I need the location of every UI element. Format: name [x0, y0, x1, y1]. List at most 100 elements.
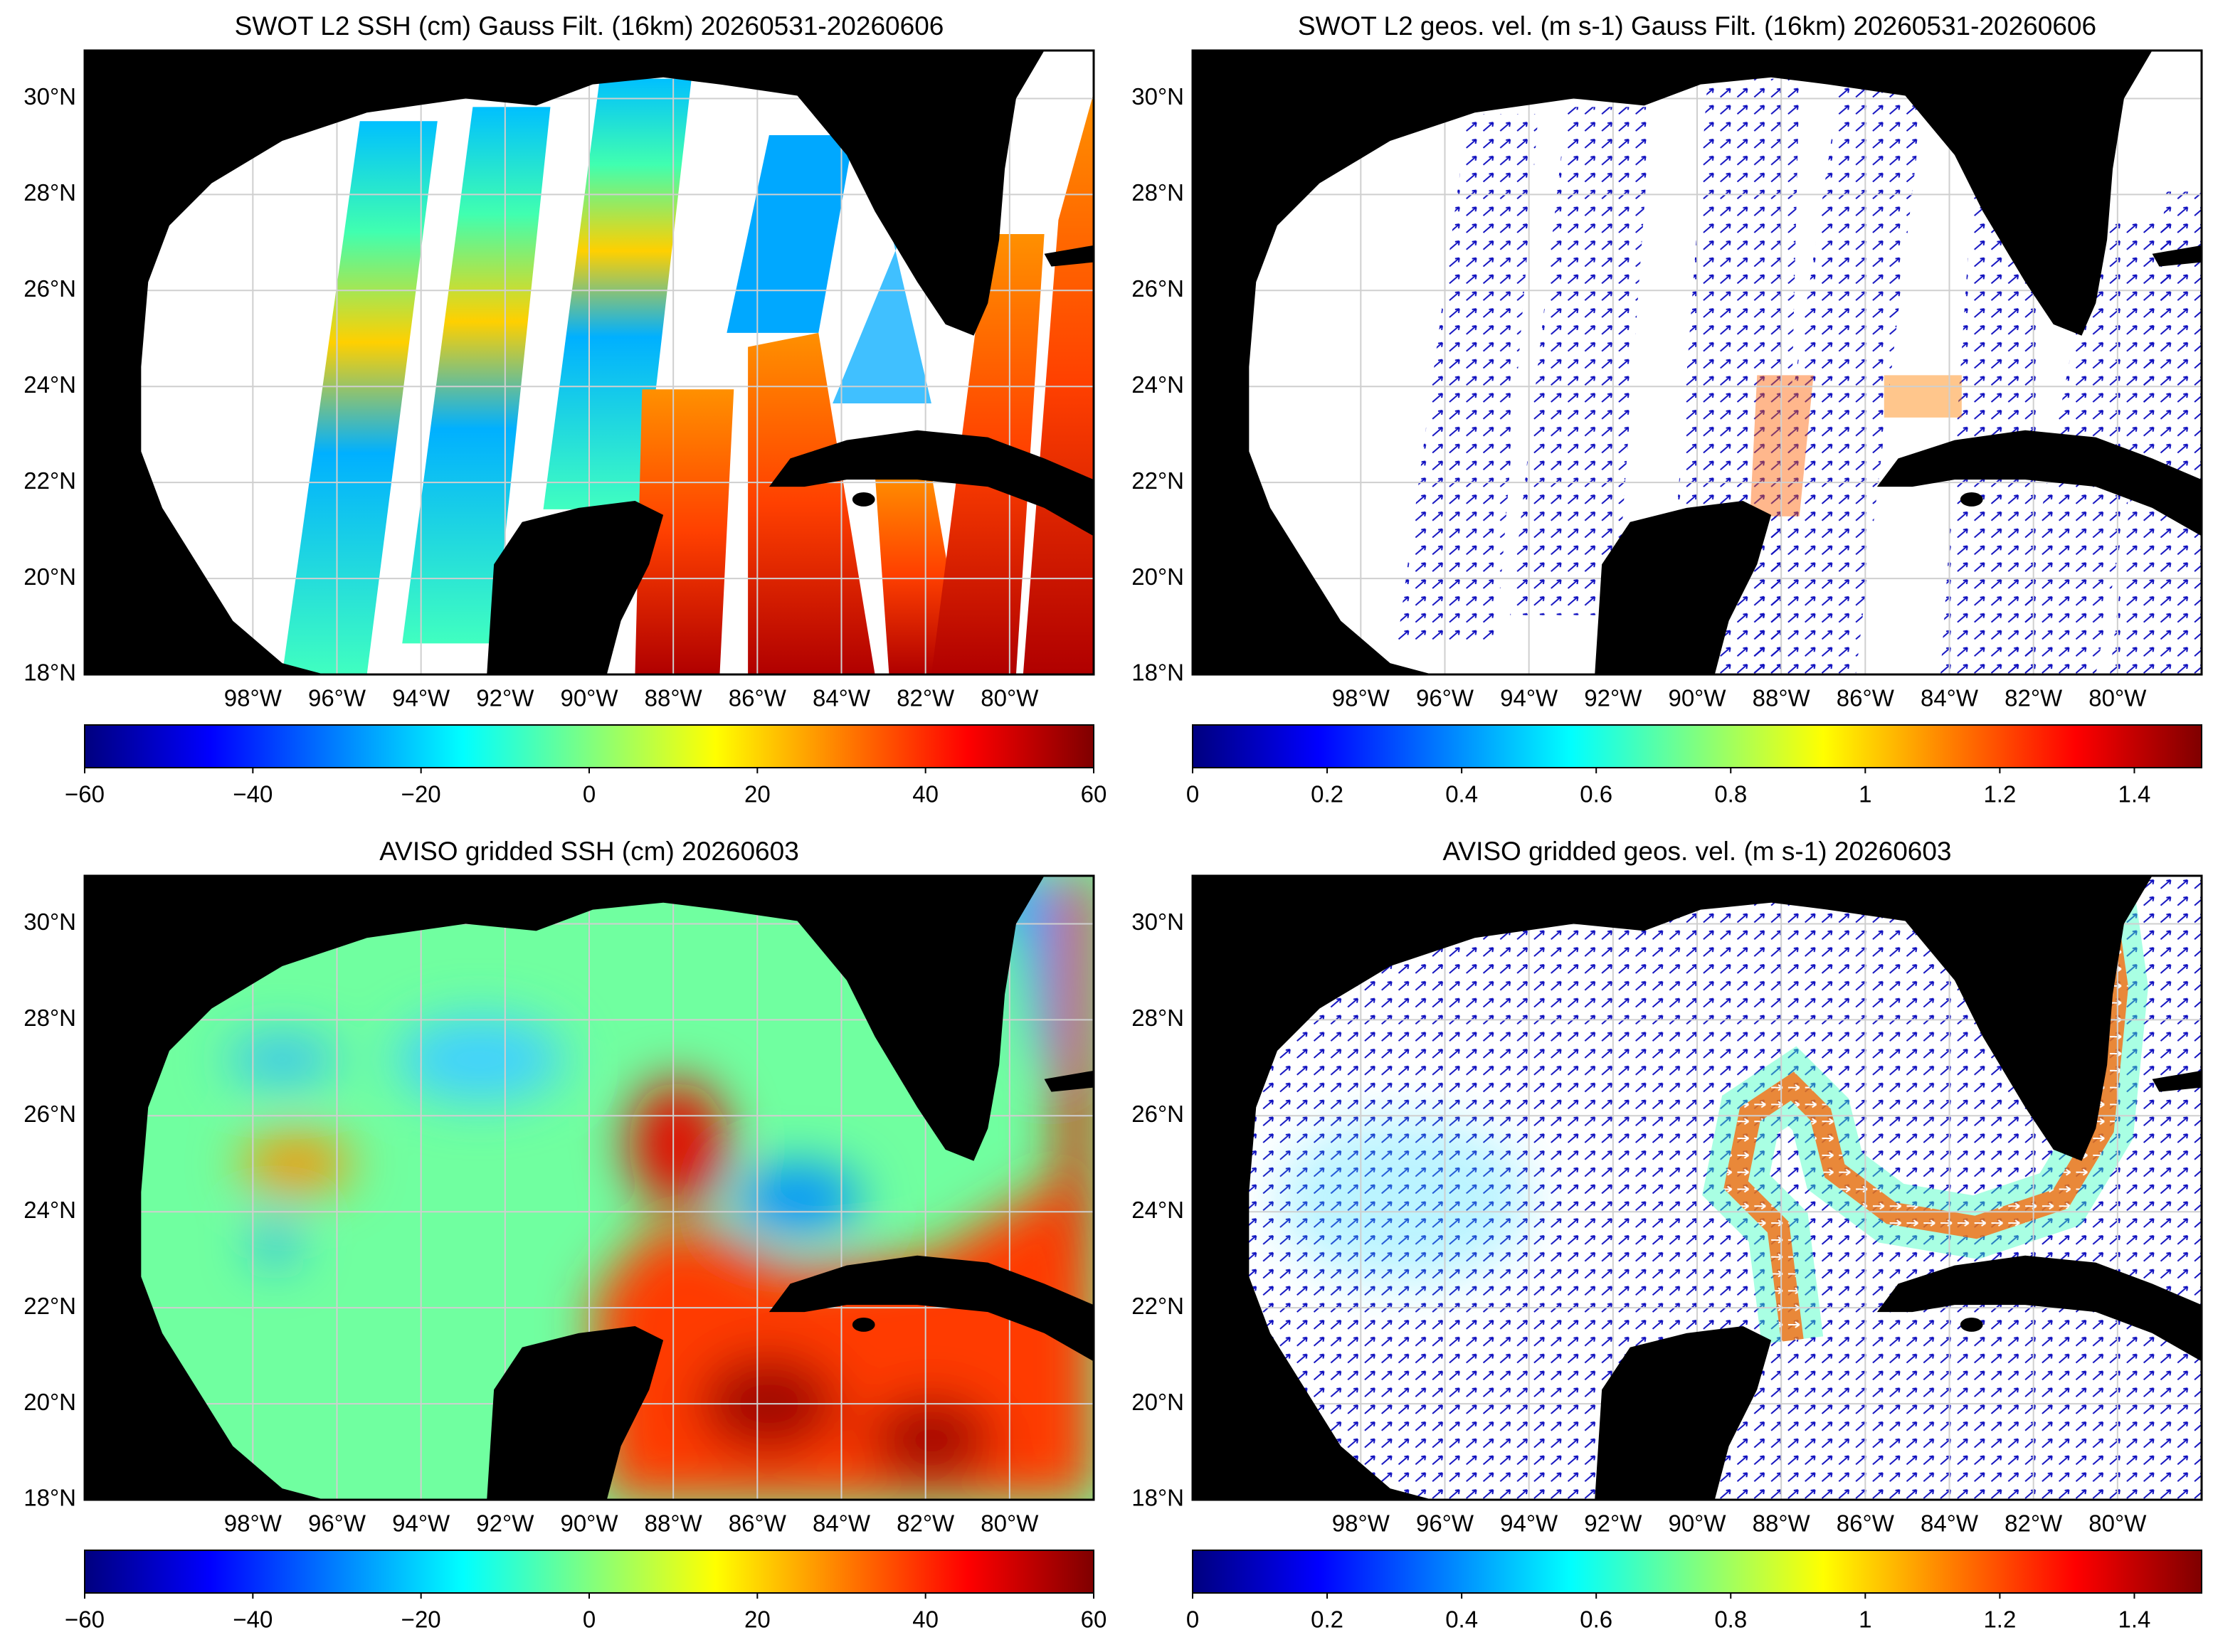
- y-tick-label: 18°N: [23, 660, 76, 686]
- y-tick-label: 18°N: [1131, 1485, 1184, 1511]
- x-tick-label: 86°W: [729, 685, 787, 711]
- panel-title: SWOT L2 SSH (cm) Gauss Filt. (16km) 2026…: [235, 11, 944, 41]
- y-tick-label: 28°N: [1131, 179, 1184, 206]
- y-tick-label: 20°N: [23, 563, 76, 590]
- x-tick-label: 82°W: [2005, 685, 2063, 711]
- colorbar-tick-label: 0.2: [1311, 781, 1343, 808]
- x-tick-label: 92°W: [476, 685, 534, 711]
- colorbar-tick-label: 0.4: [1445, 1606, 1478, 1633]
- x-tick-label: 84°W: [813, 1510, 871, 1537]
- y-tick-label: 30°N: [1131, 909, 1184, 935]
- x-tick-label: 84°W: [1921, 685, 1979, 711]
- panel-title: SWOT L2 geos. vel. (m s-1) Gauss Filt. (…: [1298, 11, 2096, 41]
- colorbar-tick-label: 0: [583, 1606, 596, 1633]
- colorbar-tick-label: −60: [65, 781, 105, 808]
- y-tick-label: 22°N: [1131, 467, 1184, 494]
- axes-frame: [1191, 49, 2203, 676]
- y-tick-label: 22°N: [23, 467, 76, 494]
- x-tick-label: 94°W: [392, 685, 450, 711]
- x-tick-label: 98°W: [224, 1510, 282, 1537]
- x-tick-label: 90°W: [1668, 685, 1726, 711]
- x-tick-label: 86°W: [1837, 685, 1895, 711]
- x-tick-label: 88°W: [1753, 685, 1811, 711]
- colorbar-tick-label: 0: [1186, 781, 1199, 808]
- colorbar-tick-label: 20: [744, 1606, 771, 1633]
- axes-frame: [83, 49, 1095, 676]
- colorbar-tick-label: 0: [1186, 1606, 1199, 1633]
- x-tick-label: 88°W: [1753, 1510, 1811, 1537]
- x-tick-label: 84°W: [1921, 1510, 1979, 1537]
- colorbar-tick-label: 40: [912, 1606, 939, 1633]
- y-tick-label: 28°N: [1131, 1005, 1184, 1031]
- y-tick-label: 30°N: [23, 83, 76, 110]
- x-tick-label: 96°W: [1416, 685, 1474, 711]
- x-tick-label: 92°W: [1584, 1510, 1642, 1537]
- colorbar: [1192, 724, 2202, 768]
- x-tick-label: 80°W: [2088, 1510, 2147, 1537]
- colorbar-tick-label: 0.4: [1445, 781, 1478, 808]
- y-tick-label: 18°N: [1131, 660, 1184, 686]
- x-tick-label: 82°W: [2005, 1510, 2063, 1537]
- y-tick-label: 20°N: [1131, 1389, 1184, 1415]
- y-tick-label: 20°N: [1131, 563, 1184, 590]
- colorbar-tick-label: 20: [744, 781, 771, 808]
- colorbar-tick-label: 0: [583, 781, 596, 808]
- x-tick-label: 96°W: [308, 1510, 366, 1537]
- axes-frame: [83, 874, 1095, 1501]
- x-tick-label: 82°W: [897, 685, 955, 711]
- colorbar-tick-label: 1: [1859, 781, 1871, 808]
- colorbar-tick-label: 60: [1081, 781, 1107, 808]
- y-tick-label: 28°N: [23, 179, 76, 206]
- panel-title: AVISO gridded geos. vel. (m s-1) 2026060…: [1442, 837, 1951, 866]
- y-tick-label: 24°N: [1131, 371, 1184, 398]
- x-tick-label: 94°W: [1500, 685, 1558, 711]
- x-tick-label: 92°W: [1584, 685, 1642, 711]
- x-tick-label: 80°W: [981, 1510, 1039, 1537]
- colorbar-tick-label: 1.2: [1983, 781, 2016, 808]
- y-tick-label: 26°N: [23, 275, 76, 302]
- colorbar-tick-label: −60: [65, 1606, 105, 1633]
- colorbar-tick-label: 0.8: [1714, 781, 1747, 808]
- panel-title: AVISO gridded SSH (cm) 20260603: [379, 837, 799, 866]
- y-tick-label: 24°N: [23, 1197, 76, 1223]
- x-tick-label: 88°W: [645, 685, 703, 711]
- x-tick-label: 94°W: [1500, 1510, 1558, 1537]
- y-tick-label: 20°N: [23, 1389, 76, 1415]
- x-tick-label: 80°W: [981, 685, 1039, 711]
- y-tick-label: 26°N: [23, 1101, 76, 1127]
- x-tick-label: 92°W: [476, 1510, 534, 1537]
- x-tick-label: 96°W: [1416, 1510, 1474, 1537]
- colorbar-tick-label: −20: [401, 781, 441, 808]
- colorbar-tick-label: −40: [233, 781, 273, 808]
- colorbar-tick-label: −20: [401, 1606, 441, 1633]
- colorbar-tick-label: 60: [1081, 1606, 1107, 1633]
- colorbar: [84, 1550, 1094, 1594]
- colorbar: [1192, 1550, 2202, 1594]
- x-tick-label: 82°W: [897, 1510, 955, 1537]
- colorbar: [84, 724, 1094, 768]
- colorbar-tick-label: 1.4: [2118, 781, 2151, 808]
- y-tick-label: 26°N: [1131, 275, 1184, 302]
- y-tick-label: 30°N: [1131, 83, 1184, 110]
- y-tick-label: 28°N: [23, 1005, 76, 1031]
- y-tick-label: 26°N: [1131, 1101, 1184, 1127]
- x-tick-label: 86°W: [729, 1510, 787, 1537]
- colorbar-tick-label: 1.4: [2118, 1606, 2151, 1633]
- y-tick-label: 22°N: [23, 1293, 76, 1319]
- colorbar-tick-label: 1.2: [1983, 1606, 2016, 1633]
- colorbar-tick-label: 0.2: [1311, 1606, 1343, 1633]
- colorbar-tick-label: 0.6: [1580, 781, 1612, 808]
- x-tick-label: 98°W: [1332, 1510, 1390, 1537]
- x-tick-label: 94°W: [392, 1510, 450, 1537]
- y-tick-label: 24°N: [1131, 1197, 1184, 1223]
- colorbar-tick-label: −40: [233, 1606, 273, 1633]
- x-tick-label: 84°W: [813, 685, 871, 711]
- x-tick-label: 80°W: [2088, 685, 2147, 711]
- colorbar-tick-label: 0.6: [1580, 1606, 1612, 1633]
- x-tick-label: 86°W: [1837, 1510, 1895, 1537]
- x-tick-label: 90°W: [560, 1510, 618, 1537]
- y-tick-label: 24°N: [23, 371, 76, 398]
- y-tick-label: 18°N: [23, 1485, 76, 1511]
